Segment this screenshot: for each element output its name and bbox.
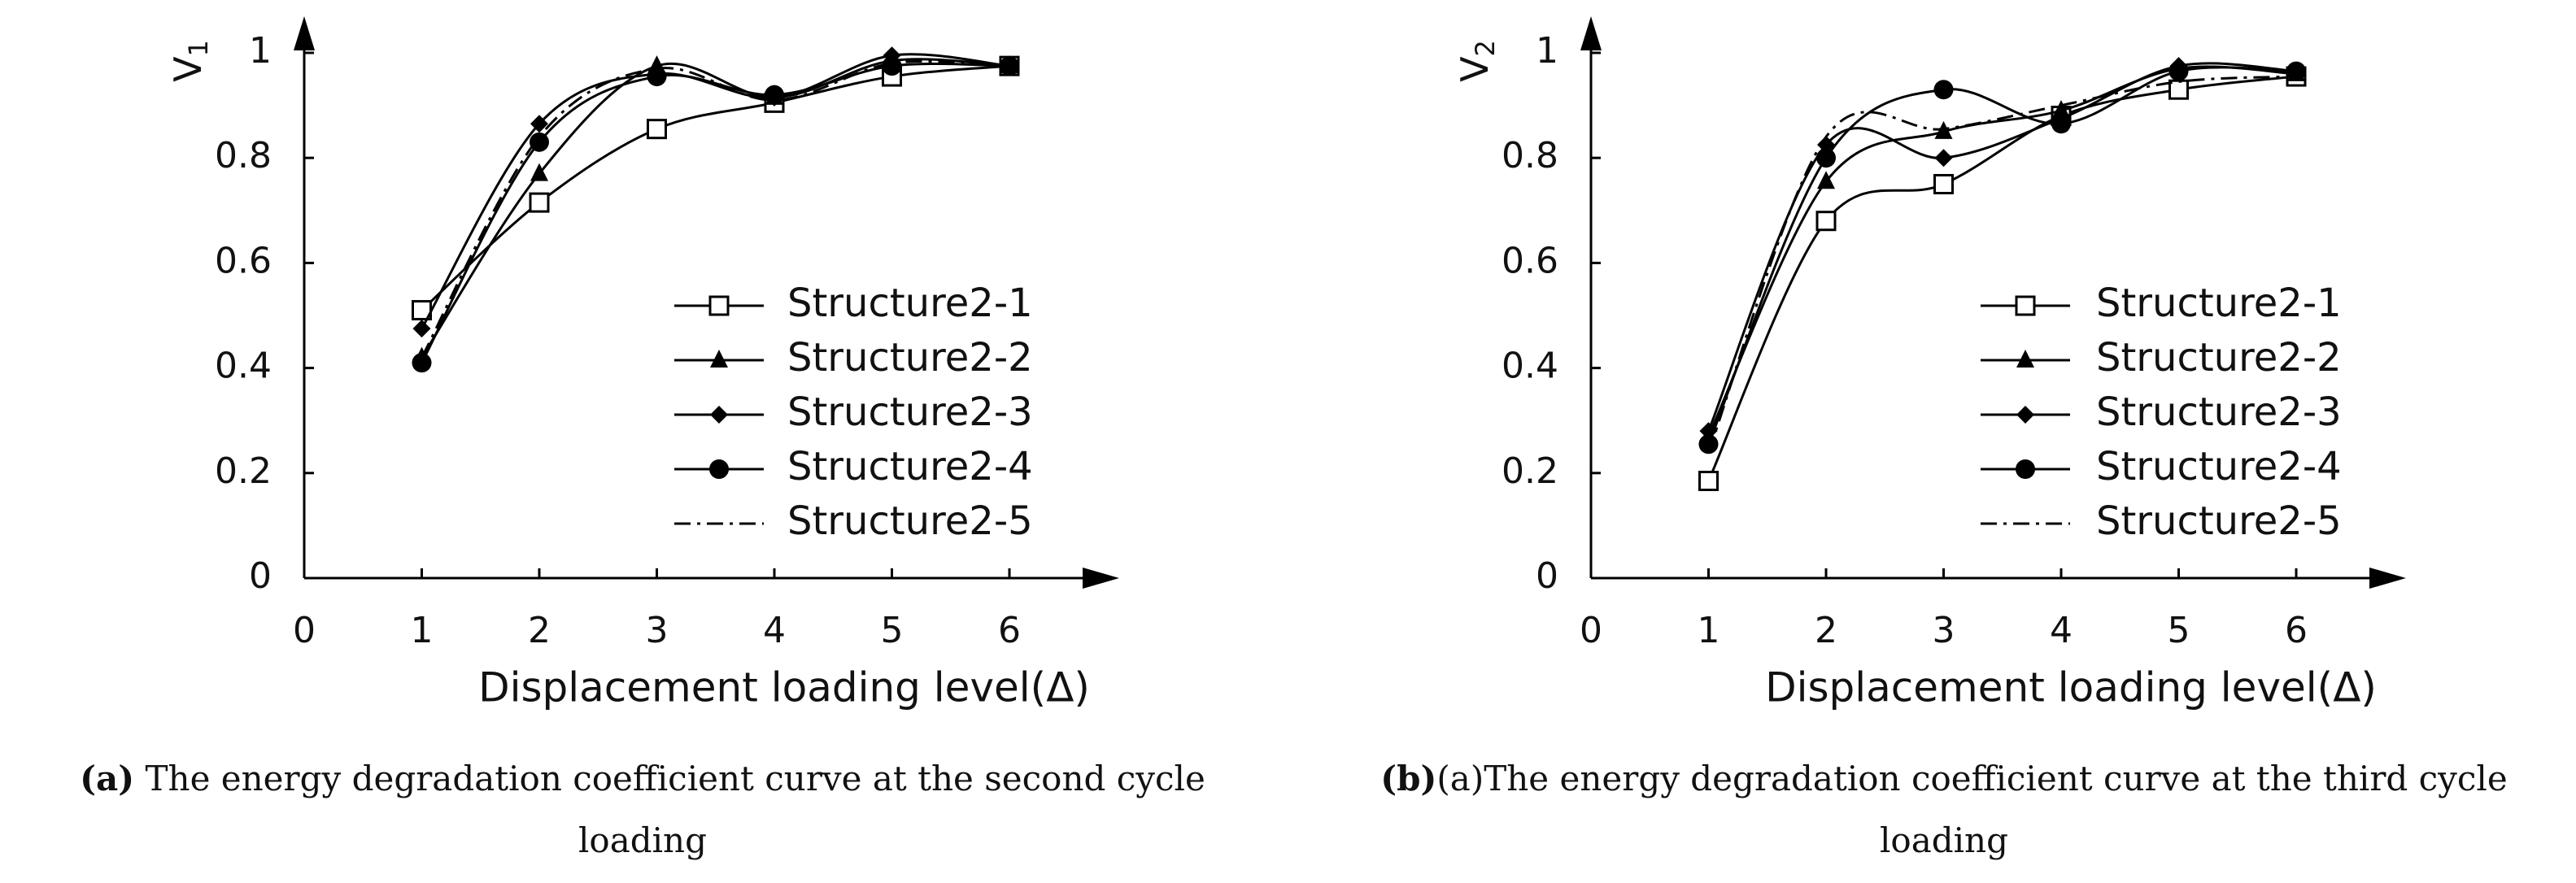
x-tick-label: 3 bbox=[646, 610, 669, 651]
x-tick-label: 1 bbox=[1698, 610, 1720, 651]
y-tick-label: 0.6 bbox=[215, 240, 272, 281]
marker bbox=[1817, 171, 1835, 189]
marker bbox=[1816, 148, 1836, 168]
marker bbox=[647, 119, 667, 140]
marker bbox=[2016, 459, 2035, 479]
x-tick-label: 5 bbox=[2168, 610, 2190, 651]
x-tick-label: 6 bbox=[2285, 610, 2308, 651]
caption-a: (a) The energy degradation coefficient c… bbox=[24, 748, 1261, 872]
y-tick-label: 0.8 bbox=[1502, 135, 1558, 176]
series-line bbox=[421, 59, 1010, 359]
y-tick-label: 0.2 bbox=[215, 450, 272, 492]
marker bbox=[1698, 470, 1719, 491]
y-tick-label: 0.8 bbox=[215, 135, 272, 176]
y-axis-arrow bbox=[1580, 16, 1602, 50]
marker bbox=[2286, 61, 2306, 81]
legend-label: Structure2-5 bbox=[787, 498, 1033, 544]
x-axis-arrow bbox=[1083, 568, 1119, 589]
marker bbox=[1933, 174, 1954, 194]
y-axis-label: V1 bbox=[166, 40, 215, 82]
legend-label: Structure2-3 bbox=[787, 389, 1033, 435]
legend-label: Structure2-4 bbox=[787, 444, 1033, 489]
x-tick-label: 0 bbox=[1580, 610, 1602, 651]
marker bbox=[412, 353, 432, 373]
legend-label: Structure2-4 bbox=[2096, 444, 2342, 489]
legend-label: Structure2-1 bbox=[787, 281, 1033, 326]
legend-label: Structure2-2 bbox=[2096, 335, 2342, 381]
x-axis-label: Displacement loading level(Δ) bbox=[478, 664, 1090, 711]
y-axis-label-sub: 2 bbox=[1470, 40, 1501, 56]
y-axis-label-main: V bbox=[1453, 56, 1497, 82]
y-tick-label: 0.4 bbox=[1502, 346, 1558, 387]
caption-prefix: (b) bbox=[1380, 759, 1437, 798]
marker bbox=[2015, 295, 2036, 316]
marker bbox=[709, 459, 729, 479]
y-tick-label: 0.2 bbox=[1502, 450, 1558, 492]
marker bbox=[1815, 211, 1837, 232]
x-tick-label: 4 bbox=[2050, 610, 2073, 651]
series-line bbox=[1707, 75, 2297, 453]
x-axis-label: Displacement loading level(Δ) bbox=[1765, 664, 2377, 711]
x-tick-label: 6 bbox=[998, 610, 1021, 651]
marker bbox=[2016, 350, 2034, 368]
y-axis-label-sub: 1 bbox=[183, 40, 214, 56]
y-axis-label-main: V bbox=[166, 56, 210, 82]
x-tick-label: 5 bbox=[881, 610, 904, 651]
series-line bbox=[1707, 65, 2297, 437]
x-tick-label: 3 bbox=[1933, 610, 1955, 651]
x-axis-arrow bbox=[2369, 568, 2406, 589]
marker bbox=[765, 85, 784, 105]
legend-label: Structure2-3 bbox=[2096, 389, 2342, 435]
legend-label: Structure2-1 bbox=[2096, 281, 2342, 326]
marker bbox=[708, 295, 730, 316]
legend-label: Structure2-5 bbox=[2096, 498, 2342, 544]
marker bbox=[529, 192, 550, 213]
series-line bbox=[1707, 66, 2297, 445]
marker bbox=[2168, 61, 2189, 81]
y-tick-label: 0.6 bbox=[1502, 240, 1558, 281]
legend-label: Structure2-2 bbox=[787, 335, 1033, 381]
marker bbox=[530, 163, 548, 181]
marker bbox=[530, 115, 548, 133]
caption-text: (a)The energy degradation coefficient cu… bbox=[1436, 759, 2508, 860]
y-tick-label: 0 bbox=[249, 555, 272, 597]
marker bbox=[647, 67, 667, 87]
y-axis-label: V2 bbox=[1453, 40, 1502, 82]
marker bbox=[710, 406, 728, 424]
x-tick-label: 2 bbox=[528, 610, 551, 651]
marker bbox=[1934, 149, 1953, 167]
marker bbox=[2052, 100, 2070, 119]
x-tick-label: 1 bbox=[411, 610, 434, 651]
marker bbox=[530, 132, 549, 152]
marker bbox=[2051, 114, 2071, 134]
marker bbox=[412, 320, 431, 338]
caption-text: The energy degradation coefficient curve… bbox=[145, 759, 1205, 860]
caption-b: (b)(a)The energy degradation coefficient… bbox=[1326, 748, 2562, 872]
x-tick-label: 0 bbox=[293, 610, 316, 651]
marker bbox=[882, 56, 902, 76]
marker bbox=[710, 350, 728, 368]
x-tick-label: 4 bbox=[763, 610, 786, 651]
y-tick-label: 0 bbox=[1536, 555, 1558, 597]
caption-prefix: (a) bbox=[80, 759, 135, 798]
y-axis-arrow bbox=[294, 16, 315, 50]
y-tick-label: 0.4 bbox=[215, 346, 272, 387]
marker bbox=[2016, 406, 2034, 424]
y-tick-label: 1 bbox=[249, 30, 272, 72]
marker bbox=[1933, 80, 1954, 100]
y-tick-label: 1 bbox=[1536, 30, 1558, 72]
x-tick-label: 2 bbox=[1815, 610, 1837, 651]
